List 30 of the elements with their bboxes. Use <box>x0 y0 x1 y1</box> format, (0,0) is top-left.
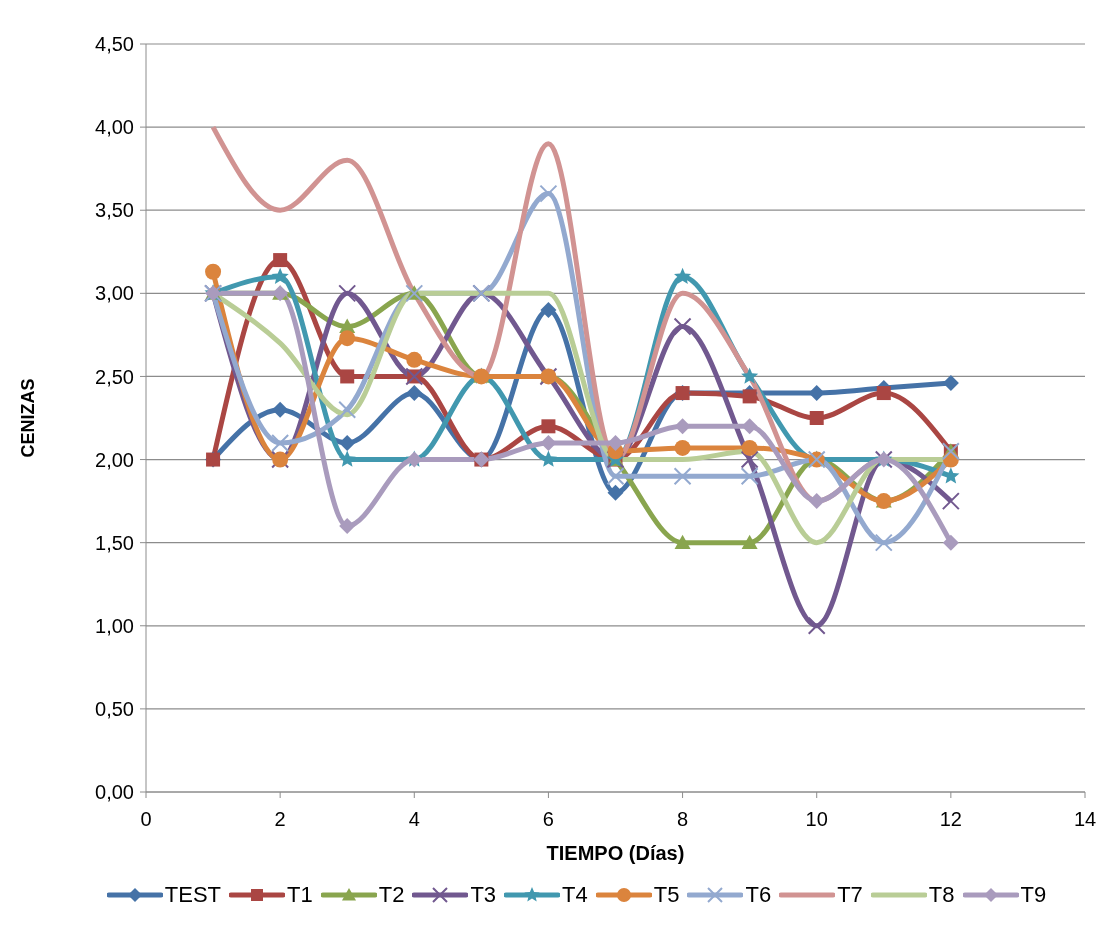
legend-label: T6 <box>745 882 772 908</box>
x-tick-label: 2 <box>274 808 286 831</box>
y-tick-label: 4,00 <box>95 116 134 139</box>
x-tick-label: 6 <box>542 808 554 831</box>
x-tick-label: 12 <box>939 808 962 831</box>
y-tick-label: 2,50 <box>95 365 134 388</box>
x-tick-label: 0 <box>140 808 152 831</box>
legend-label: T8 <box>928 882 955 908</box>
legend-label: T1 <box>287 882 313 908</box>
y-axis-title: CENIZAS <box>18 378 39 458</box>
legend-label: TEST <box>164 882 222 908</box>
legend-label: T3 <box>470 882 497 908</box>
y-tick-label: 0,00 <box>95 781 134 804</box>
x-tick-label: 14 <box>1073 808 1097 831</box>
y-tick-label: 3,00 <box>95 282 134 305</box>
legend-label: T4 <box>562 882 588 908</box>
x-tick-label: 8 <box>677 808 689 831</box>
y-tick-label: 0,50 <box>95 697 134 720</box>
y-tick-label: 2,00 <box>95 448 134 471</box>
y-tick-label: 3,50 <box>95 199 134 222</box>
legend-label: T2 <box>378 882 405 908</box>
x-tick-label: 4 <box>408 808 420 831</box>
x-axis-title: TIEMPO (Días) <box>546 842 685 864</box>
x-tick-label: 10 <box>805 808 828 831</box>
legend-label: T5 <box>653 882 680 908</box>
y-tick-label: 1,00 <box>95 614 134 637</box>
legend-label: T7 <box>837 882 863 908</box>
y-tick-label: 4,50 <box>95 33 134 56</box>
legend-label: T9 <box>1020 882 1047 908</box>
y-tick-label: 1,50 <box>95 531 134 554</box>
